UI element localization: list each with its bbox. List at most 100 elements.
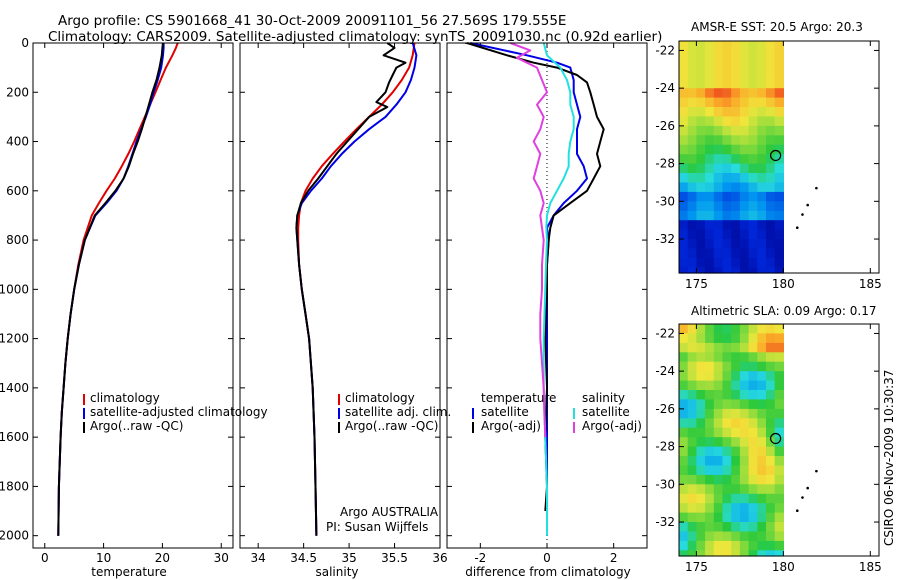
sla_map-cell [731,427,741,438]
sla_map-cell [679,371,689,382]
header-line-1: Argo profile: CS 5901668_41 30-Oct-2009 … [58,13,567,29]
sst_map-cell [696,210,706,221]
sla_map-cell [731,493,741,504]
sst_map-cell [705,69,715,80]
sst_map-cell [713,78,724,89]
sst_map-cell [679,257,689,268]
sst_map-cell [713,107,724,117]
sla_map-cell [731,456,741,466]
sla_map-cell [774,522,784,532]
sla_map-cell [748,437,758,448]
sla_map-cell [739,390,750,400]
sst_map-cell [696,78,706,89]
sst_map-cell [713,210,724,221]
sst_map-cell [679,182,689,193]
sst_map-cell [713,97,724,108]
salinity-xtick-label: 35 [341,551,356,565]
sla_map-cell [705,427,715,438]
sla_map-cell [705,418,715,429]
sst_map-cell [705,59,715,70]
sla_map-cell [757,522,767,532]
sla_map-cell [713,371,724,382]
sla_map-cell [774,371,784,382]
sla-map-title: Altimetric SLA: 0.09 Argo: 0.17 [691,304,876,318]
sla_map-cell [731,361,741,372]
sst_map-cell [774,248,784,259]
sst_map-cell [696,248,706,259]
sst_map-cell [748,69,758,80]
sla_map-cell [748,390,758,400]
sla_map-cell [713,380,724,391]
sla_map-cell [679,418,689,429]
sst_map-cell [722,220,732,231]
sla_map-cell [766,352,776,363]
sst_map-cell [679,69,689,80]
sla_map-cell [705,446,715,457]
sla_map-cell [748,324,758,334]
sst_map-cell [731,257,741,268]
sst_map-cell [731,69,741,80]
sla_map-cell [705,361,715,372]
sst_map-cell [705,210,715,221]
sla_map-cell [696,380,706,391]
sla_map-cell [713,437,724,448]
sst_map-cell [722,201,732,212]
sla_map-cell [757,418,767,429]
sst_map-cell [696,220,706,231]
sst_map-cell [731,50,741,61]
sla_map-cell [774,493,784,504]
sst_map-cell [713,257,724,268]
sst_map-cell [696,116,706,127]
sla_map-cell [731,446,741,457]
sla_map-cell [757,408,767,419]
sst_map-cell [696,257,706,268]
sla_map-cell [687,361,697,372]
sst_map-cell [766,220,776,231]
sst_map-cell [731,239,741,249]
sst_map-cell [722,97,732,108]
sst_map-cell [722,116,732,127]
depth-tick-label: 600 [6,184,29,198]
sst_map-cell [748,59,758,70]
sst_map-cell [757,182,767,193]
sst_map-cell [748,248,758,259]
sst_map-cell [713,163,724,174]
legend-sal-satellite: satellite adj. clim. [345,405,451,419]
sst_map-cell [766,116,776,127]
sla_map-cell [739,380,750,391]
temperature-series-climatology [57,42,179,536]
sst_map-cell [722,135,732,146]
sla_map-cell [679,540,689,551]
sla_map-cell [774,352,784,363]
sst_map-cell [739,163,750,174]
sla_map-cell [696,522,706,532]
sla_map-cell [722,427,732,438]
sst_map-cell [757,78,767,89]
sla_map-cell [731,342,741,353]
sla_map-cell [696,324,706,334]
sst_map-cell [739,59,750,70]
sst_map-cell [696,154,706,165]
sst_map-cell [766,173,776,183]
sla_map-cell [757,465,767,476]
sst_map-cell [679,163,689,174]
sla_map-cell [705,465,715,476]
sla_map-cell [739,342,750,353]
sst_map-cell [739,144,750,155]
sst_map-cell [739,50,750,61]
sst_map-ytick-label: -32 [655,232,675,246]
sst_map-cell [705,229,715,240]
sst_map-cell [739,107,750,117]
sst_map-cell [722,191,732,202]
sst_map-cell [713,41,724,51]
sla_map-cell [766,342,776,353]
sst_map-cell [687,107,697,117]
sst_map-cell [722,69,732,80]
legend-diff-sal-satellite: satellite [582,405,630,419]
sla_map-cell [774,390,784,400]
sla_map-cell [705,333,715,344]
sla_map-cell [722,531,732,542]
sst_map-cell [774,69,784,80]
sst_map-cell [757,154,767,165]
sla_map-cell [713,427,724,438]
